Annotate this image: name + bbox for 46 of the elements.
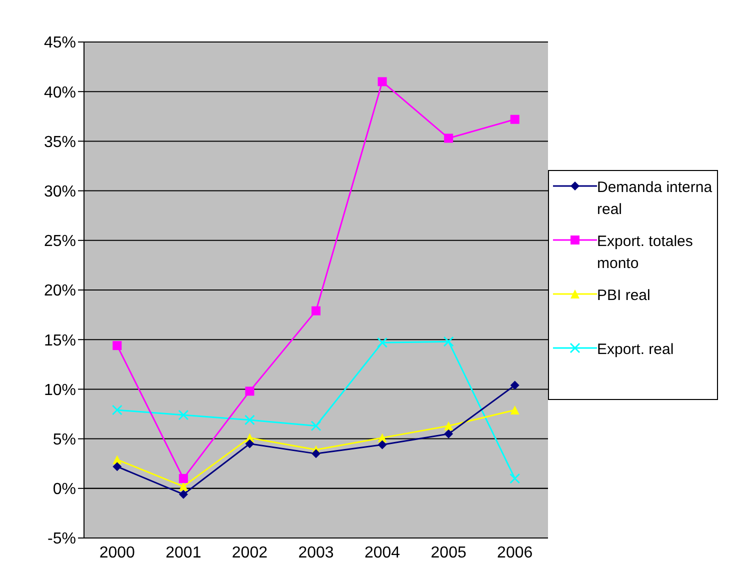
y-tick-label: 45% xyxy=(44,34,76,52)
legend-label: Demanda interna real xyxy=(597,178,713,220)
y-tick-label: 10% xyxy=(44,382,76,399)
point xyxy=(444,421,454,430)
x-tick-label: 2002 xyxy=(232,544,268,562)
point xyxy=(510,406,520,415)
x-tick-label: 2005 xyxy=(430,544,466,562)
point xyxy=(178,474,188,483)
y-tick-label: 15% xyxy=(44,332,76,350)
x-tick-label: 2001 xyxy=(166,544,202,562)
x-tick-label: 2003 xyxy=(298,544,334,562)
point xyxy=(312,449,320,458)
point xyxy=(510,380,520,390)
point xyxy=(178,482,188,491)
y-tick-label: 20% xyxy=(44,282,76,300)
point xyxy=(112,341,122,350)
y-tick-label: 30% xyxy=(44,183,76,200)
point xyxy=(377,337,388,348)
point xyxy=(510,473,520,484)
point xyxy=(312,306,320,316)
x-tick-label: 2006 xyxy=(497,544,533,562)
y-tick-label: 25% xyxy=(44,233,76,250)
y-tick-label: 0% xyxy=(52,481,76,498)
point xyxy=(178,410,189,420)
point xyxy=(510,114,520,124)
point xyxy=(245,439,254,448)
x-tick-label: 2004 xyxy=(364,544,400,562)
legend-label: PBI real xyxy=(597,286,650,306)
legend-label: Export. totales monto xyxy=(597,232,694,274)
point xyxy=(112,404,122,416)
point xyxy=(378,77,387,86)
legend-label: Export. real xyxy=(597,340,674,360)
point xyxy=(178,490,188,499)
y-tick-label: -5% xyxy=(48,530,76,548)
point xyxy=(310,420,322,432)
y-tick-label: 40% xyxy=(44,84,76,102)
y-tick-label: 5% xyxy=(52,431,76,448)
point xyxy=(378,440,387,450)
point xyxy=(444,134,454,143)
y-tick-label: 35% xyxy=(44,134,76,151)
x-tick-label: 2000 xyxy=(99,544,136,562)
point xyxy=(112,462,122,472)
point xyxy=(244,414,255,426)
point xyxy=(444,429,454,438)
point xyxy=(443,336,454,347)
point xyxy=(245,386,254,396)
